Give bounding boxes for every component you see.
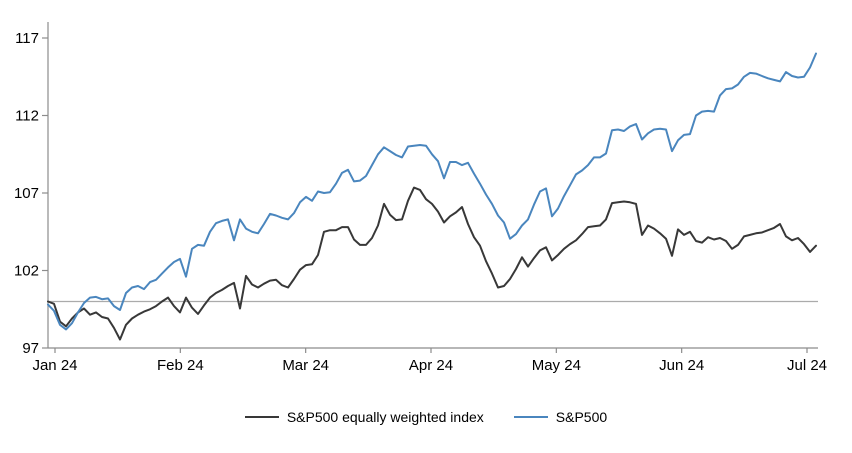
- series-line-sp500: [47, 52, 817, 331]
- legend-label-equal-weighted: S&P500 equally weighted index: [286, 409, 484, 425]
- legend-item-sp500: S&P500: [513, 409, 608, 425]
- legend-label-sp500: S&P500: [555, 409, 608, 425]
- y-tick-label: 107: [14, 185, 39, 202]
- y-tick-label: 102: [14, 263, 39, 280]
- x-tick-label: Apr 24: [409, 357, 453, 374]
- series-line-equal-weighted: [47, 186, 817, 341]
- x-tick-label: Jul 24: [787, 357, 827, 374]
- x-tick-label: Jun 24: [659, 357, 704, 374]
- y-tick-label: 112: [15, 108, 39, 125]
- x-tick-label: May 24: [532, 357, 581, 374]
- y-tick-label: 117: [15, 30, 39, 47]
- legend-item-equal-weighted: S&P500 equally weighted index: [244, 409, 484, 425]
- legend-line-swatch-dark: [244, 416, 279, 418]
- legend: S&P500 equally weighted index S&P500: [0, 409, 852, 425]
- legend-line-swatch-blue: [513, 416, 548, 418]
- x-tick-label: Jan 24: [32, 357, 77, 374]
- x-tick-label: Mar 24: [282, 357, 329, 374]
- y-tick-label: 97: [22, 340, 39, 357]
- x-tick-label: Feb 24: [157, 357, 204, 374]
